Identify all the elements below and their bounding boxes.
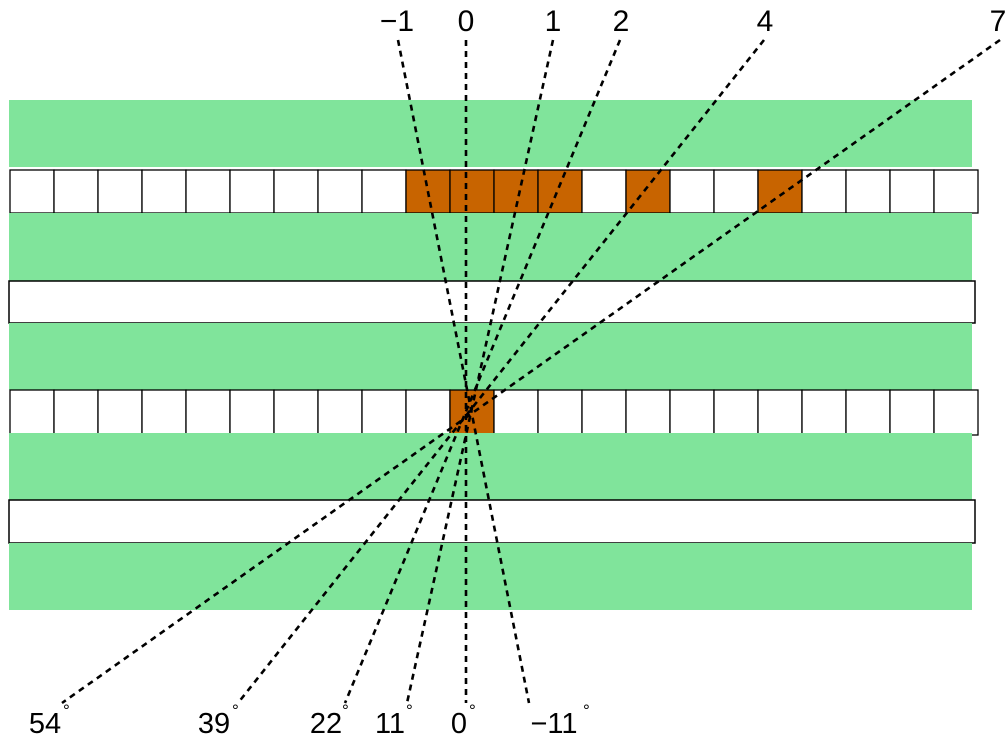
top-label-2: 2 <box>613 5 630 38</box>
lower-cell-row-cell-5 <box>229 389 275 436</box>
degree-mark-39: ° <box>232 701 239 720</box>
upper-cell-row-cell-15 <box>669 169 715 214</box>
lower-cell-row-cell-21 <box>933 389 979 436</box>
degree-mark-54: ° <box>63 701 70 720</box>
green-band-3 <box>9 433 972 500</box>
ray-0 <box>396 39 531 704</box>
green-band-2 <box>9 323 972 390</box>
upper-cell-row-cell-6 <box>273 169 319 214</box>
upper-cell-row-cell-19 <box>845 169 891 214</box>
lower-cell-row-cell-11 <box>493 389 539 436</box>
bottom-label-39: 39 <box>198 708 230 740</box>
ray-3 <box>343 39 622 704</box>
degree-mark-minus-11: ° <box>583 701 590 720</box>
degree-mark-0: ° <box>469 701 476 720</box>
top-label-0: 0 <box>458 5 475 38</box>
lower-cell-row-cell-1 <box>53 389 99 436</box>
bottom-label-54: 54 <box>29 708 61 740</box>
green-band-4 <box>9 543 972 610</box>
lower-cell-row-cell-0 <box>9 389 55 436</box>
bottom-label-11: 11 <box>375 708 405 740</box>
ray-4 <box>236 39 766 704</box>
green-band-1 <box>9 213 972 281</box>
lower-cell-row-cell-14 <box>625 389 671 436</box>
upper-cell-row-cell-1 <box>53 169 99 214</box>
bottom-label-22: 22 <box>310 708 342 740</box>
lower-cell-row-cell-8 <box>361 389 407 436</box>
lower-cell-row-cell-4 <box>185 389 231 436</box>
bottom-label-0: 0 <box>451 708 467 740</box>
upper-cell-row-cell-0 <box>9 169 55 214</box>
upper-cell-row-cell-7 <box>317 169 363 214</box>
lower-cell-row-cell-7 <box>317 389 363 436</box>
upper-cell-row-cell-3 <box>141 169 187 214</box>
lower-cell-row-cell-6 <box>273 389 319 436</box>
strip-stack <box>8 100 979 610</box>
lower-cell-row-cell-18 <box>801 389 847 436</box>
upper-cell-row-cell-4 <box>185 169 231 214</box>
lower-cell-row-cell-16 <box>713 389 759 436</box>
top-label-group: −1 0 1 2 4 7 <box>380 5 1006 38</box>
ray-2 <box>405 39 555 704</box>
lower-cell-row-cell-3 <box>141 389 187 436</box>
upper-cell-row-cell-13 <box>581 169 627 214</box>
upper-cell-row-cell-12-highlighted <box>537 169 583 214</box>
upper-cell-row-cell-21 <box>933 169 979 214</box>
ray-group <box>61 38 1001 705</box>
upper-cell-row-cell-10-highlighted <box>449 169 495 214</box>
ray-5 <box>61 38 1001 705</box>
upper-cell-row-cell-2 <box>97 169 143 214</box>
top-label-7: 7 <box>990 5 1007 38</box>
lower-cell-row-cell-13 <box>581 389 627 436</box>
lower-cell-row-cell-9 <box>405 389 451 436</box>
upper-cell-row-cell-8 <box>361 169 407 214</box>
lower-cell-row-cell-2 <box>97 389 143 436</box>
top-label-4: 4 <box>757 5 774 38</box>
lower-cell-row-cell-17 <box>757 389 803 436</box>
top-label-1: 1 <box>545 5 562 38</box>
bottom-label-group: −11 ° 0 ° 11 ° 22 ° 39 ° 54 ° <box>29 701 590 740</box>
bottom-label-minus-11: −11 <box>530 708 577 740</box>
lower-cell-row-cell-15 <box>669 389 715 436</box>
upper-cell-row-cell-5 <box>229 169 275 214</box>
upper-cell-row <box>9 169 979 214</box>
degree-mark-22: ° <box>342 701 349 720</box>
upper-cell-row-cell-16 <box>713 169 759 214</box>
plain-row-0 <box>8 280 976 324</box>
lower-cell-row-cell-12 <box>537 389 583 436</box>
top-label-minus-1: −1 <box>380 5 414 38</box>
degree-mark-11: ° <box>406 701 413 720</box>
upper-cell-row-cell-20 <box>889 169 935 214</box>
lower-cell-row <box>9 389 979 436</box>
lower-cell-row-cell-20 <box>889 389 935 436</box>
green-band-0 <box>9 100 972 167</box>
plain-row-1 <box>8 499 976 544</box>
lower-cell-row-cell-19 <box>845 389 891 436</box>
